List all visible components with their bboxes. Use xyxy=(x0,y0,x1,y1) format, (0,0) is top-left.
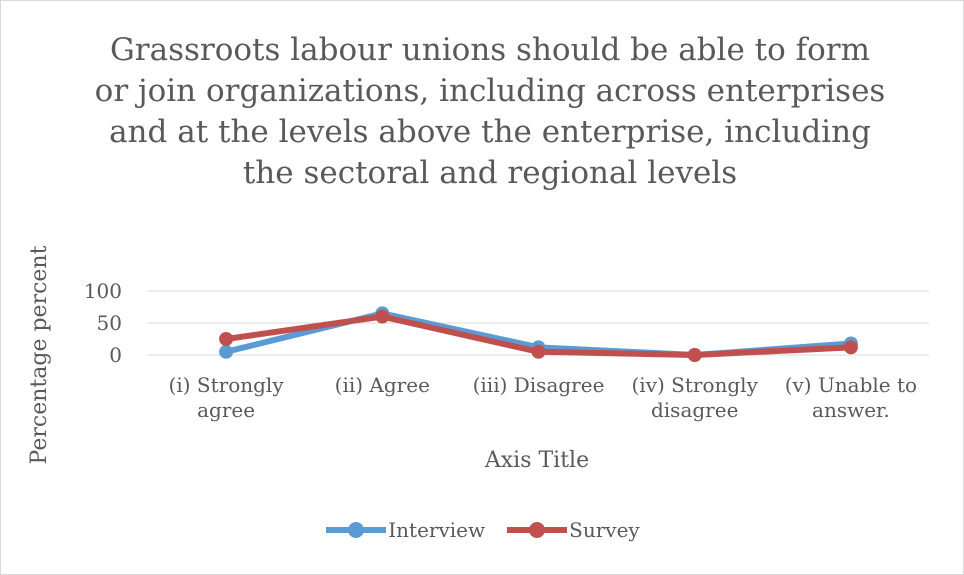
data-point xyxy=(219,344,234,359)
legend-dot-interview xyxy=(348,522,365,538)
legend-label-survey: Survey xyxy=(569,518,640,542)
legend-label-interview: Interview xyxy=(388,518,486,542)
x-tick-label: (ii) Agree xyxy=(335,373,430,397)
data-point xyxy=(843,340,858,355)
x-tick-label-line: answer. xyxy=(812,398,890,422)
x-tick-label: (iii) Disagree xyxy=(473,373,605,397)
x-tick-label-line: (iii) Disagree xyxy=(473,373,605,397)
y-tick-label: 50 xyxy=(97,311,122,335)
x-tick-label-line: (ii) Agree xyxy=(335,373,430,397)
legend-marker-interview xyxy=(326,522,387,538)
legend: Interview Survey xyxy=(0,518,964,542)
x-tick-label-line: (i) Strongly xyxy=(169,373,285,397)
x-axis-label: Axis Title xyxy=(484,448,589,473)
legend-item-interview: Interview xyxy=(324,518,485,542)
data-point xyxy=(375,309,390,324)
data-point xyxy=(687,348,702,362)
x-tick-label-line: (iv) Strongly xyxy=(632,373,759,397)
series-survey xyxy=(219,309,858,362)
x-tick-label: (i) Strongly agree xyxy=(169,373,285,422)
y-tick-label: 0 xyxy=(109,343,122,367)
legend-item-survey: Survey xyxy=(505,518,640,542)
x-tick-label: (v) Unable to answer. xyxy=(785,373,917,422)
y-axis-label: Percentage percent xyxy=(27,245,52,464)
y-tick-labels: 0 50 100 xyxy=(84,279,122,367)
chart-title: Grassroots labour unions should be able … xyxy=(94,32,886,191)
series-lines xyxy=(219,306,858,362)
legend-marker-survey xyxy=(507,522,568,538)
data-point xyxy=(531,344,546,359)
x-tick-label-line: disagree xyxy=(651,398,738,422)
x-tick-label-line: (v) Unable to xyxy=(785,373,917,397)
legend-dot-survey xyxy=(529,522,546,538)
x-tick-labels: (i) Strongly agree (ii) Agree (iii) Disagre… xyxy=(169,373,918,422)
x-tick-label: (iv) Strongly disagree xyxy=(632,373,759,422)
data-point xyxy=(219,332,234,346)
y-tick-label: 100 xyxy=(84,279,122,303)
x-tick-label-line: agree xyxy=(197,398,255,422)
